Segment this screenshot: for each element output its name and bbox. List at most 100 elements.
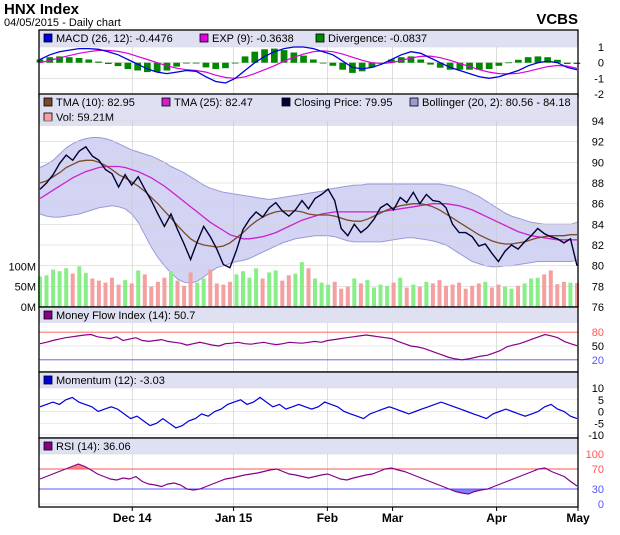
legend-swatch (281, 97, 291, 107)
y-tick-label: 80 (592, 261, 604, 273)
divergence-bar (241, 56, 249, 63)
y-tick-label: -10 (588, 430, 604, 442)
y-tick-label: 82 (592, 240, 604, 252)
volume-bar (450, 284, 455, 307)
legend-label: TMA (25): 82.47 (174, 97, 253, 109)
volume-bar (476, 283, 481, 307)
divergence-bar (192, 62, 200, 64)
volume-bar (378, 284, 383, 307)
volume-bar (64, 268, 69, 307)
divergence-bar (573, 62, 581, 64)
legend-label: Bollinger (20, 2): 80.56 - 84.18 (422, 97, 571, 109)
divergence-bar (173, 62, 180, 67)
volume-bar (430, 283, 435, 307)
volume-bar (299, 262, 304, 307)
legend-band (39, 94, 578, 126)
volume-bar (227, 281, 232, 307)
volume-bar (457, 282, 462, 307)
legend-label: Money Flow Index (14): 50.7 (56, 310, 195, 322)
divergence-bar (124, 62, 132, 69)
tma25-line (39, 165, 577, 241)
momentum-line (39, 396, 578, 429)
volume-bar (182, 285, 187, 307)
divergence-bar (163, 62, 171, 71)
volume-bar (483, 281, 488, 307)
divergence-bar (544, 57, 551, 63)
y-tick-label: 88 (592, 178, 604, 190)
divergence-bar (212, 62, 220, 69)
divergence-bar (202, 62, 210, 68)
divergence-bar (231, 62, 239, 64)
y-tick-label: 86 (592, 199, 604, 211)
divergence-bar (105, 62, 112, 64)
divergence-bar (563, 62, 571, 64)
volume-bar (273, 270, 278, 307)
legend-swatch (43, 310, 53, 320)
volume-bar (142, 274, 147, 307)
divergence-bar (280, 50, 288, 63)
mfi-line (39, 333, 578, 361)
legend-swatch (315, 33, 325, 43)
divergence-bar (222, 62, 229, 69)
legend-label: TMA (10): 82.95 (56, 97, 135, 109)
divergence-bar (153, 62, 161, 73)
volume-bar (70, 273, 75, 307)
volume-bar (234, 274, 239, 307)
volume-bar (470, 285, 475, 307)
legend-swatch (43, 33, 53, 43)
legend-swatch (43, 375, 53, 385)
y-tick-label: 100 (586, 449, 604, 461)
divergence-bar (114, 62, 122, 67)
volume-bar (129, 283, 134, 307)
x-tick-label: Jan 15 (215, 511, 253, 525)
divergence-bar (251, 51, 259, 63)
divergence-bar (505, 62, 512, 64)
divergence-bar (36, 59, 44, 63)
divergence-bar (319, 62, 327, 64)
y-tick-label: 0 (598, 499, 604, 511)
bollinger-lower-line (39, 205, 578, 284)
volume-bar (286, 275, 291, 307)
divergence-bar (427, 62, 434, 65)
legend-band (39, 372, 578, 388)
volume-bar (123, 280, 128, 307)
volume-bar (208, 269, 213, 307)
volume-bar (175, 280, 180, 307)
y-tick-label: 94 (592, 116, 604, 128)
volume-bar (437, 280, 442, 307)
volume-bar (522, 283, 527, 307)
rsi-line (39, 463, 578, 495)
divergence-bar (515, 59, 522, 63)
divergence-bar (388, 59, 395, 63)
y-tick-label: 70 (592, 464, 604, 476)
x-tick-label: Mar (382, 511, 404, 525)
volume-bar (561, 281, 566, 307)
x-axis: Dec 14 Jan 15 Feb Mar Apr May (113, 507, 590, 525)
volume-bar (96, 280, 101, 307)
divergence-bar (144, 62, 151, 73)
y-tick-label: 90 (592, 157, 604, 169)
volume-bar (568, 282, 573, 307)
volume-bar (103, 282, 108, 307)
macd-panel: MACD (26, 12): -0.4476 EXP (9): -0.3638 Di… (36, 29, 604, 101)
divergence-bar (436, 62, 444, 68)
volume-bar (548, 270, 553, 307)
legend-label: Momentum (12): -3.03 (56, 375, 165, 387)
volume-bar (391, 282, 396, 307)
volume-bar (352, 278, 357, 307)
signal-line (39, 49, 578, 79)
divergence-bar (65, 57, 73, 63)
volume-bar (398, 277, 403, 307)
volume-bar (339, 288, 344, 307)
volume-bar (575, 283, 579, 307)
divergence-bar (75, 58, 83, 63)
x-tick-label: May (566, 511, 590, 525)
legend-swatch (199, 33, 209, 43)
chart-title: HNX Index (4, 1, 80, 18)
divergence-bar (95, 61, 102, 63)
volume-tick-label: 0M (21, 302, 36, 314)
brand-label: VCBS (536, 11, 578, 28)
volume-bar (247, 277, 252, 307)
legend-band (39, 438, 578, 454)
